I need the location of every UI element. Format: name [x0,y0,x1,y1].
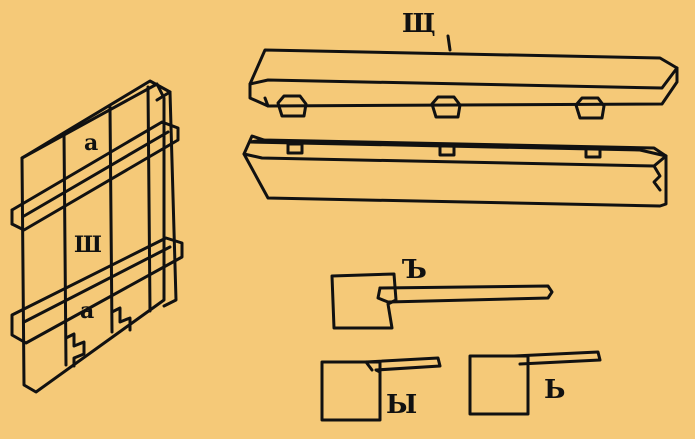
lap-joint-left-step [364,360,374,372]
mortise-left [286,142,304,155]
door-bottom-joint-2 [110,306,132,332]
dowel-middle [430,95,462,119]
beam-label: Щ [402,9,436,39]
door-board-joint-1 [62,131,68,367]
lap-joint-left-rail [364,356,442,374]
lower-beam-top-face [248,138,668,158]
door-right-edge [162,90,178,308]
door-top-edge [20,79,172,160]
lap-joint-right-block [468,354,530,416]
mortise-right [584,146,602,159]
lap-joint-left-block [320,360,382,422]
lap-joint-left-figure [320,356,442,422]
lap-joint-right-figure [468,350,602,416]
lower-beam-front-edge [242,152,668,168]
door-board-joint-2 [108,105,114,334]
lap-joint-right-label: Ь [544,375,565,405]
dowel-right [574,96,606,120]
bar-joint-figure [330,272,554,330]
upper-beam-top-edge [248,66,679,90]
bar-joint-rail-edge [376,286,390,304]
upper-beam [248,48,679,108]
lower-beam-end-crack [652,164,662,192]
dowel-beam-figure [242,48,679,208]
door-upper-batten-top [22,130,170,218]
door-lower-batten [10,236,184,345]
door-lower-batten-top [22,245,172,324]
upper-beam-bottom-edge [263,96,270,108]
batten-door-figure [10,79,184,394]
door-bottom-joint [64,332,86,368]
bar-joint-block [330,272,398,330]
dowel-left [276,94,308,118]
door-board-joint-3 [146,85,152,313]
lower-beam [242,134,668,208]
bar-joint-label: Ъ [402,255,427,285]
lap-joint-left-label: Ы [386,390,417,420]
bar-joint-rail [378,284,554,304]
door-upper-label: а [84,130,98,156]
door-middle-label: Ш [74,232,102,258]
beam-label-pointer [446,34,452,52]
door-lower-label: а [80,298,94,324]
lap-joint-right-rail [512,350,602,366]
mortise-middle [438,144,456,157]
